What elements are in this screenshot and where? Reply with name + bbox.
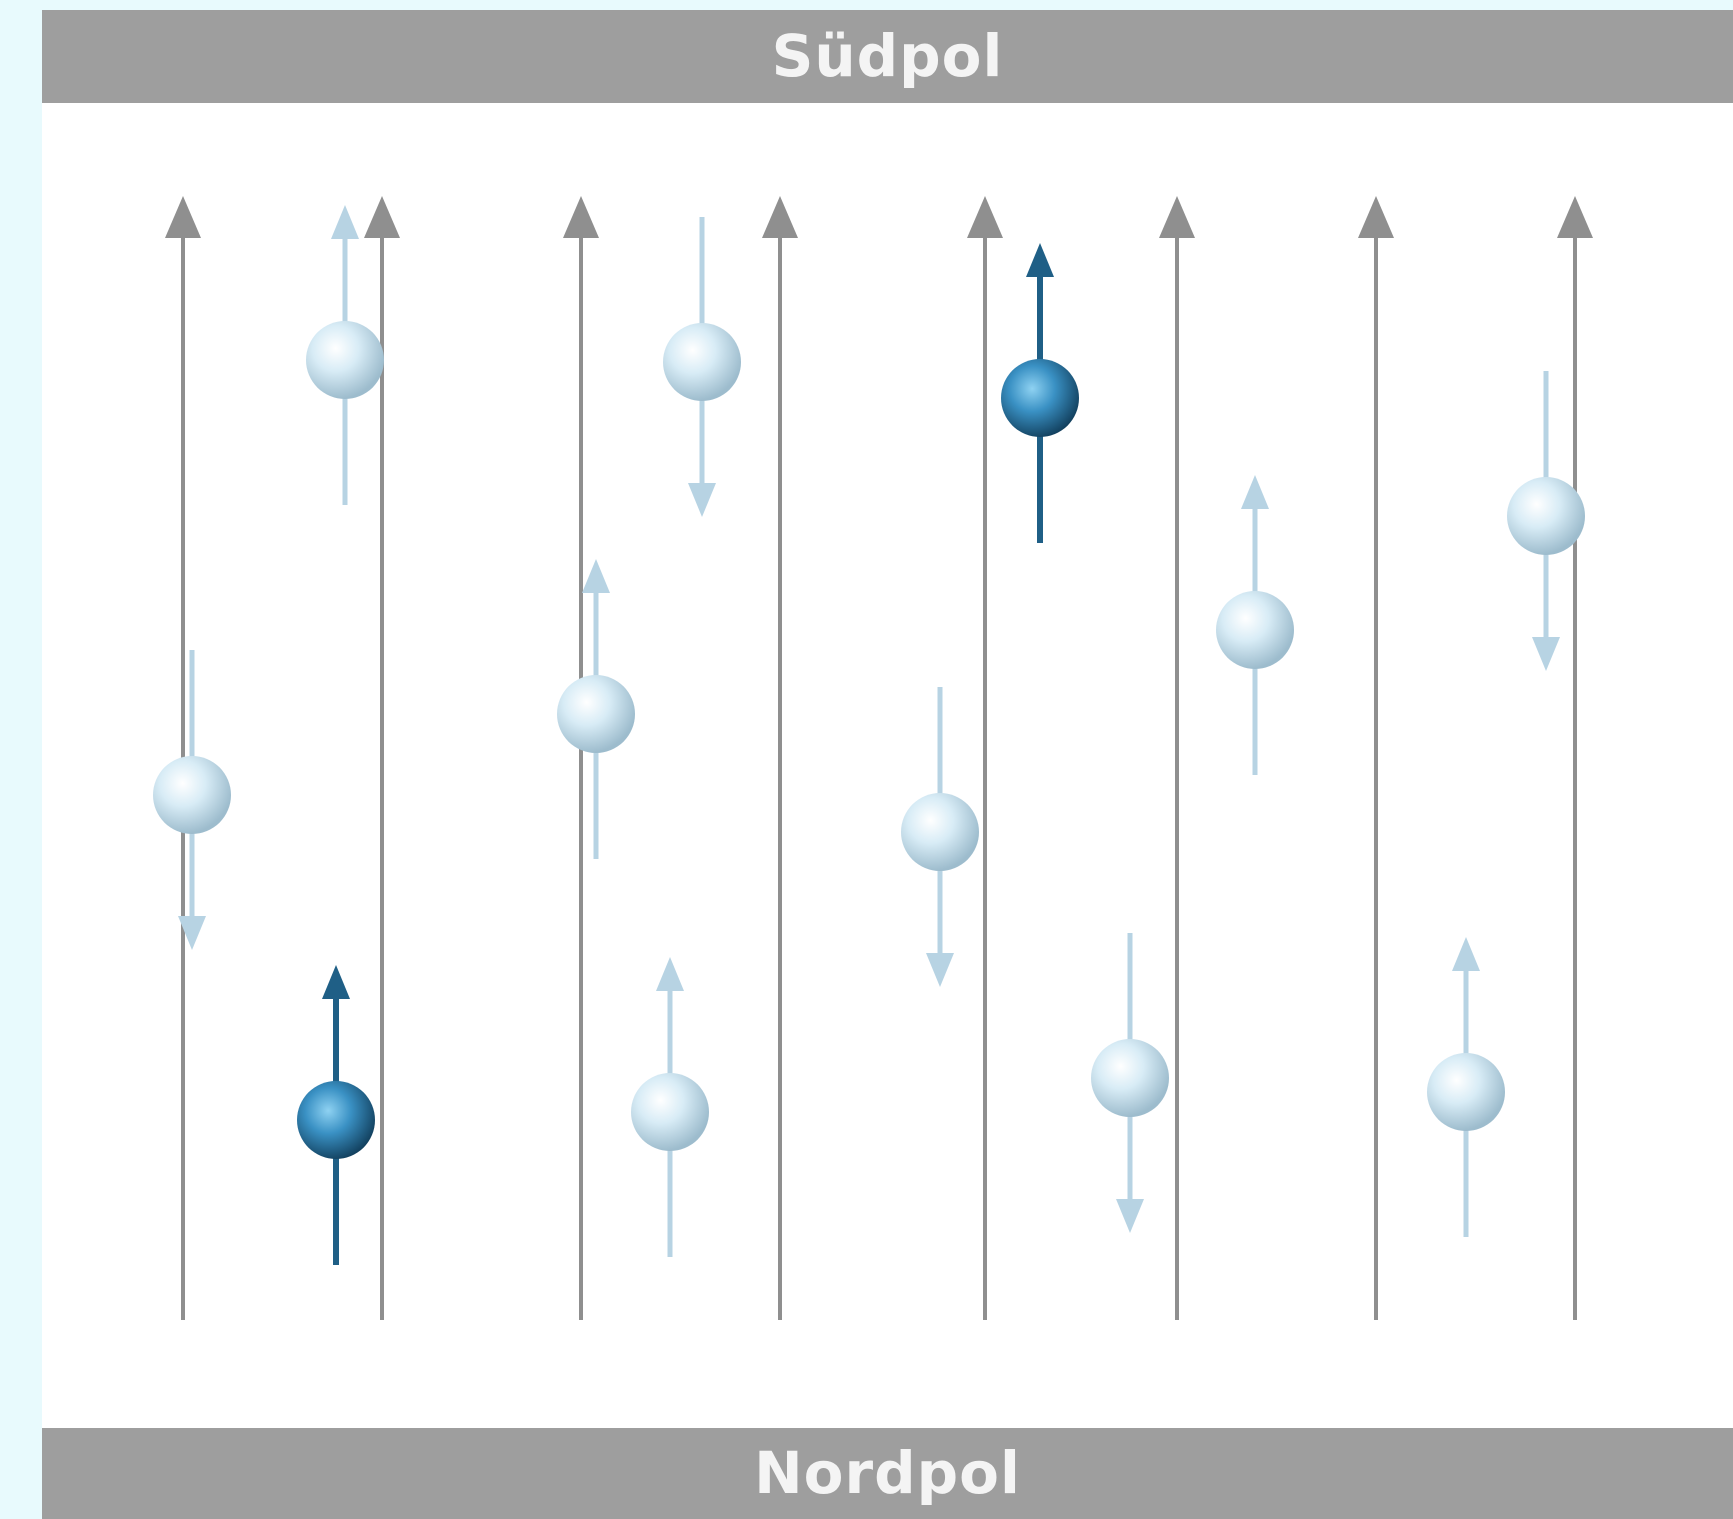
south-pole-bar: Südpol (42, 10, 1733, 103)
proton (901, 687, 979, 987)
field-line-arrow-up (1557, 196, 1593, 1320)
proton-sphere (297, 1081, 375, 1159)
spin-arrow-up (322, 965, 350, 999)
proton-sphere (1427, 1053, 1505, 1131)
field-line-arrow-up (563, 196, 599, 1320)
spin-arrow-down (688, 483, 716, 517)
field-line-arrow-up (364, 196, 400, 1320)
spin-arrow-up (331, 205, 359, 239)
proton (557, 559, 635, 859)
spin-arrow-up (1026, 243, 1054, 277)
proton-highlighted (1001, 243, 1079, 543)
proton (663, 217, 741, 517)
spin-arrow-down (178, 916, 206, 950)
field-lines-group (165, 196, 1593, 1320)
proton-sphere (557, 675, 635, 753)
proton-sphere (1001, 359, 1079, 437)
proton-sphere (153, 756, 231, 834)
magnetic-field-area (42, 103, 1733, 1428)
field-line-arrow-up (762, 196, 798, 1320)
spin-arrow-up (582, 559, 610, 593)
spin-arrow-down (1116, 1199, 1144, 1233)
spin-arrow-down (926, 953, 954, 987)
spin-arrow-up (1452, 937, 1480, 971)
field-line-arrow-up (1358, 196, 1394, 1320)
proton-sphere (901, 793, 979, 871)
proton (153, 650, 231, 950)
proton (306, 205, 384, 505)
proton (1507, 371, 1585, 671)
proton-highlighted (297, 965, 375, 1265)
proton-sphere (1091, 1039, 1169, 1117)
north-pole-bar: Nordpol (42, 1428, 1733, 1519)
field-line-arrow-up (1159, 196, 1195, 1320)
spin-arrow-up (1241, 475, 1269, 509)
proton (1091, 933, 1169, 1233)
north-pole-label: Nordpol (754, 1439, 1021, 1507)
proton-sphere (1216, 591, 1294, 669)
proton-sphere (631, 1073, 709, 1151)
south-pole-label: Südpol (771, 22, 1004, 90)
proton-sphere (663, 323, 741, 401)
proton (1216, 475, 1294, 775)
proton-sphere (1507, 477, 1585, 555)
field-line-arrow-up (967, 196, 1003, 1320)
protons-group (153, 205, 1585, 1265)
spin-arrow-down (1532, 637, 1560, 671)
proton (1427, 937, 1505, 1237)
proton (631, 957, 709, 1257)
proton-sphere (306, 321, 384, 399)
spin-arrow-up (656, 957, 684, 991)
